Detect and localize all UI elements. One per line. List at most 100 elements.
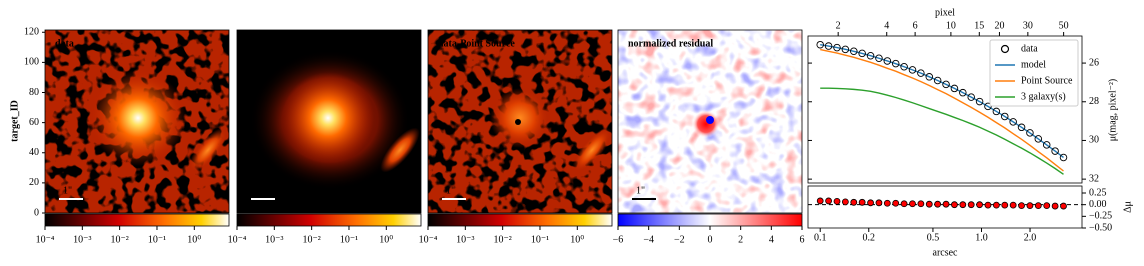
residual-point — [1018, 202, 1025, 210]
y-tick-label: 120 — [24, 27, 39, 38]
series-line — [820, 87, 1064, 175]
legend-label: Point Source — [1021, 75, 1073, 86]
x2-tick-label: 6 — [913, 20, 918, 31]
data-point — [858, 49, 866, 58]
legend-label: model — [1021, 59, 1046, 70]
data-point — [875, 54, 883, 62]
residual-point — [942, 200, 950, 208]
data-point — [1034, 135, 1043, 143]
colorbar — [44, 213, 230, 227]
colorbar-tick-label: 10⁰ — [570, 234, 584, 245]
colorbar-tick-label: 10⁻⁴ — [36, 234, 55, 245]
residual-y-tick-label: −0.25 — [1089, 211, 1112, 222]
y-tick-label: 28 — [1089, 96, 1099, 107]
residual-point — [925, 200, 933, 208]
colorbar-tick-label: 10⁻² — [111, 234, 129, 245]
residual-y-tick-label: 0.25 — [1089, 187, 1107, 198]
x2-tick-label: 15 — [974, 20, 984, 31]
data-point — [992, 107, 1001, 116]
panel-frame — [44, 29, 230, 214]
colorbar-tick-label: 10⁰ — [379, 234, 393, 245]
y-axis-label: target_ID — [9, 100, 20, 142]
data-point — [917, 69, 925, 77]
data-point — [816, 40, 824, 49]
colorbar-tick-label: 6 — [800, 234, 805, 245]
residual-point — [951, 201, 958, 209]
data-point — [883, 57, 892, 65]
panel-frame — [617, 29, 803, 214]
colorbar-tick-label: −4 — [643, 234, 654, 245]
data-point — [967, 93, 975, 101]
colorbar-tick-label: 10⁻³ — [265, 234, 283, 245]
legend-marker — [1000, 44, 1010, 54]
data-point — [925, 73, 934, 81]
legend-label: 3 galaxy(s) — [1021, 91, 1066, 102]
x-tick-label: 0.2 — [863, 232, 876, 243]
residual-point — [1051, 202, 1059, 210]
legend-label: data — [1021, 43, 1038, 54]
residual-point — [1001, 201, 1009, 209]
colorbar-tick-label: 4 — [769, 234, 774, 245]
data-point — [833, 43, 841, 52]
residual-point — [1034, 202, 1042, 210]
x-tick-label: 0.5 — [927, 232, 940, 243]
colorbar-tick-label: 10⁻⁴ — [419, 234, 438, 245]
residual-point — [909, 200, 916, 208]
residual-point — [992, 201, 1000, 209]
model-image — [237, 30, 421, 213]
data-point — [1042, 141, 1051, 149]
series-line — [820, 48, 1064, 172]
colorbar-tick-label: 10⁻¹ — [148, 234, 166, 245]
residual-point — [875, 199, 883, 207]
data-point — [908, 66, 917, 74]
residual-point — [976, 201, 983, 209]
x-axis-label: arcsec — [933, 247, 959, 258]
data-point — [1026, 129, 1034, 137]
residual-point — [833, 197, 841, 205]
data-point — [975, 97, 984, 106]
scale-label: 1" — [63, 185, 72, 196]
residual-y-tick-label: 0.00 — [1089, 199, 1107, 210]
residual-point — [1026, 202, 1034, 210]
colorbar — [236, 213, 422, 227]
residual-point — [900, 200, 908, 208]
data-point — [1059, 153, 1068, 162]
x-tick-label: 2.0 — [1024, 232, 1037, 243]
y-tick-label: 30 — [1089, 135, 1099, 146]
residual-point — [934, 200, 942, 208]
x2-tick-label: 10 — [946, 20, 956, 31]
plot-frame — [807, 35, 1083, 184]
x2-tick-label: 2 — [836, 20, 841, 31]
colorbar — [427, 213, 613, 227]
colorbar-tick-label: −6 — [613, 234, 624, 245]
y-tick-label: 80 — [29, 87, 39, 98]
x2-tick-label: 50 — [1059, 20, 1069, 31]
residual-point — [917, 200, 925, 208]
colorbar-tick-label: 10⁻¹ — [531, 234, 549, 245]
data-point — [841, 45, 850, 54]
colorbar-tick-label: 10⁰ — [187, 234, 201, 245]
residual-frame — [807, 185, 1083, 229]
y-tick-label: 100 — [24, 57, 39, 68]
residual-point — [1043, 202, 1051, 210]
y-tick-label: 20 — [29, 177, 39, 188]
colorbar-tick-label: −2 — [674, 234, 685, 245]
data-point — [942, 80, 950, 89]
colorbar — [617, 213, 803, 227]
data-point — [933, 76, 942, 85]
data-image — [45, 30, 229, 213]
panel-title: data — [55, 38, 74, 49]
data-point — [850, 47, 858, 56]
colorbar-tick-label: 10⁻³ — [456, 234, 474, 245]
panel-title: data-Point Source — [438, 38, 515, 49]
data-point — [866, 51, 875, 60]
y-tick-label: 60 — [29, 117, 39, 128]
residual-point — [858, 198, 866, 206]
y-axis-label: μ(mag, pixel⁻²) — [1107, 79, 1118, 142]
residual-point — [1009, 201, 1017, 209]
x-tick-label: 0.1 — [814, 232, 827, 243]
y-tick-label: 0 — [34, 207, 39, 218]
scale-label: 1" — [255, 185, 264, 196]
data-point — [1051, 147, 1059, 155]
